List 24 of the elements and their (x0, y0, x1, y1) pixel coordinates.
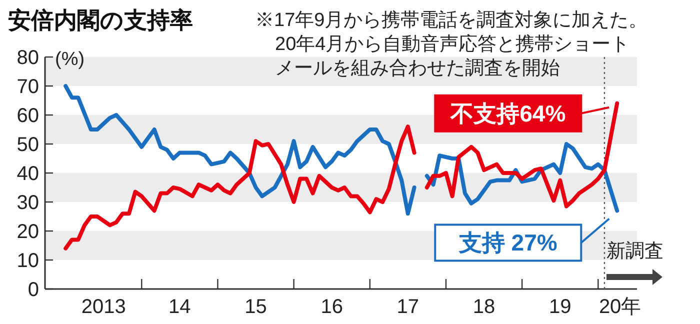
ref-line-label: 新調査 (606, 240, 664, 262)
y-tick-label: 0 (28, 279, 39, 301)
x-tick-label: 15 (244, 296, 267, 318)
x-tick-label: 19 (548, 296, 572, 318)
y-tick-label: 30 (16, 192, 39, 214)
x-tick-label: 17 (396, 296, 420, 318)
annotation: 支持 27% (458, 230, 558, 256)
y-tick-label: 70 (16, 76, 39, 98)
annotation: 不支持64% (450, 100, 566, 126)
y-axis-title: (%) (55, 49, 85, 70)
y-tick-label: 40 (16, 163, 39, 185)
y-tick-label: 20 (16, 221, 39, 243)
text: ※17年9月から携帯電話を調査対象に加えた。 (255, 9, 648, 31)
chart-title: 安倍内閣の支持率 (8, 7, 193, 33)
x-tick-label: 18 (472, 296, 496, 318)
y-tick-label: 50 (16, 134, 39, 156)
annotation: 20年4月から自動音声応答と携帯ショートメールを組み合わせた調査を開始 (275, 33, 630, 79)
x-tick-label: 14 (168, 296, 191, 318)
x-tick-label: 20年 (598, 296, 642, 318)
x-tick-label: 2013 (81, 296, 126, 318)
y-tick-label: 60 (16, 105, 39, 127)
x-tick-label: 16 (320, 296, 343, 318)
y-tick-label: 10 (16, 250, 39, 272)
y-tick-label: 80 (16, 47, 39, 69)
